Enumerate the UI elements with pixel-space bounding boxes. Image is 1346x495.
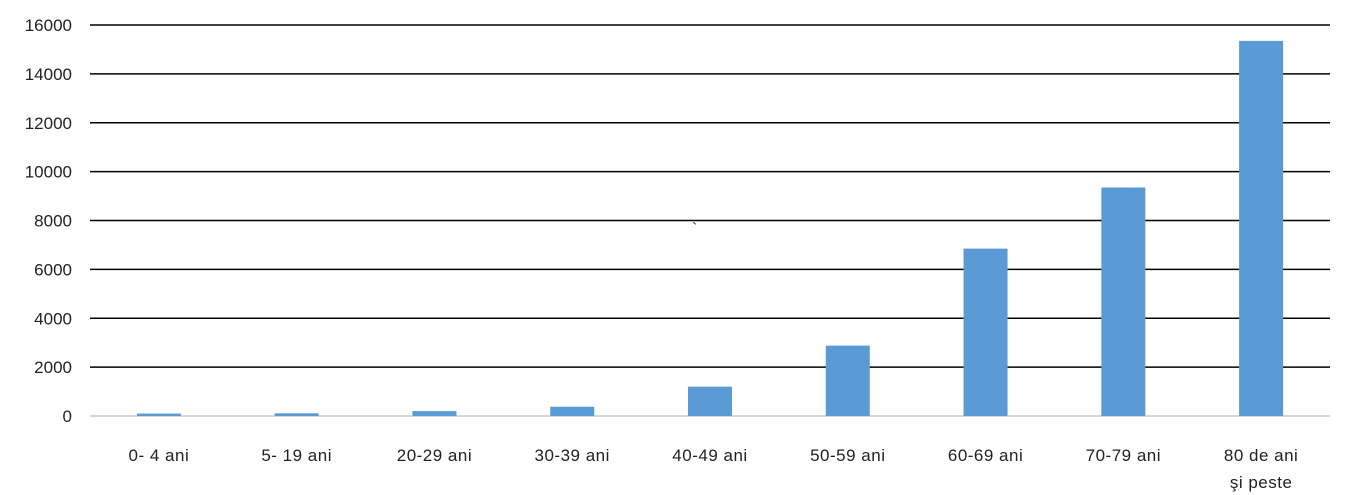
x-tick-label-line: 40-49 ani	[672, 446, 747, 465]
y-tick-label: 0	[63, 407, 72, 426]
y-tick-label: 4000	[34, 309, 72, 328]
bar	[274, 413, 319, 416]
bar	[1239, 40, 1284, 417]
bar	[688, 386, 732, 416]
y-tick-label: 12000	[25, 114, 72, 133]
x-tick-label: 60-69 ani	[948, 446, 1023, 465]
x-tick-label-line: şi peste	[1230, 473, 1293, 492]
bar	[963, 248, 1008, 416]
x-tick-label: 30-39 ani	[535, 446, 610, 465]
y-tick-label: 8000	[34, 212, 72, 231]
bar	[412, 411, 457, 416]
x-tick-label-line: 20-29 ani	[397, 446, 472, 465]
bar	[1101, 187, 1146, 416]
bar	[136, 413, 181, 416]
y-tick-label: 10000	[25, 163, 72, 182]
y-tick-label: 16000	[25, 16, 72, 35]
y-axis-tick-labels: 0 2000 4000 6000 8000 10000 12000 14000 16000	[25, 16, 72, 426]
x-tick-label-line: 50-59 ani	[810, 446, 885, 465]
x-tick-label: 70-79 ani	[1086, 446, 1161, 465]
x-tick-label: 20-29 ani	[397, 446, 472, 465]
x-tick-label: 40-49 ani	[672, 446, 747, 465]
x-tick-label-line: 60-69 ani	[948, 446, 1023, 465]
annotation-mark: `	[692, 221, 697, 238]
y-tick-label: 14000	[25, 65, 72, 84]
x-tick-label: 0- 4 ani	[129, 446, 190, 465]
bars	[136, 40, 1284, 417]
x-tick-label-line: 0- 4 ani	[129, 446, 190, 465]
bar	[550, 406, 595, 416]
x-tick-label: 80 de ani şi peste	[1224, 446, 1298, 492]
x-tick-label-line: 70-79 ani	[1086, 446, 1161, 465]
y-tick-label: 6000	[34, 260, 72, 279]
x-tick-label-line: 30-39 ani	[535, 446, 610, 465]
gridlines	[90, 24, 1330, 417]
x-tick-label: 50-59 ani	[810, 446, 885, 465]
x-axis-category-labels: 0- 4 ani 5- 19 ani 20-29 ani 30-39 ani 40-49…	[129, 446, 1298, 492]
x-tick-label-line: 80 de ani	[1224, 446, 1298, 465]
x-tick-label-line: 5- 19 ani	[261, 446, 332, 465]
bar	[825, 345, 870, 416]
y-tick-label: 2000	[34, 358, 72, 377]
x-tick-label: 5- 19 ani	[261, 446, 332, 465]
